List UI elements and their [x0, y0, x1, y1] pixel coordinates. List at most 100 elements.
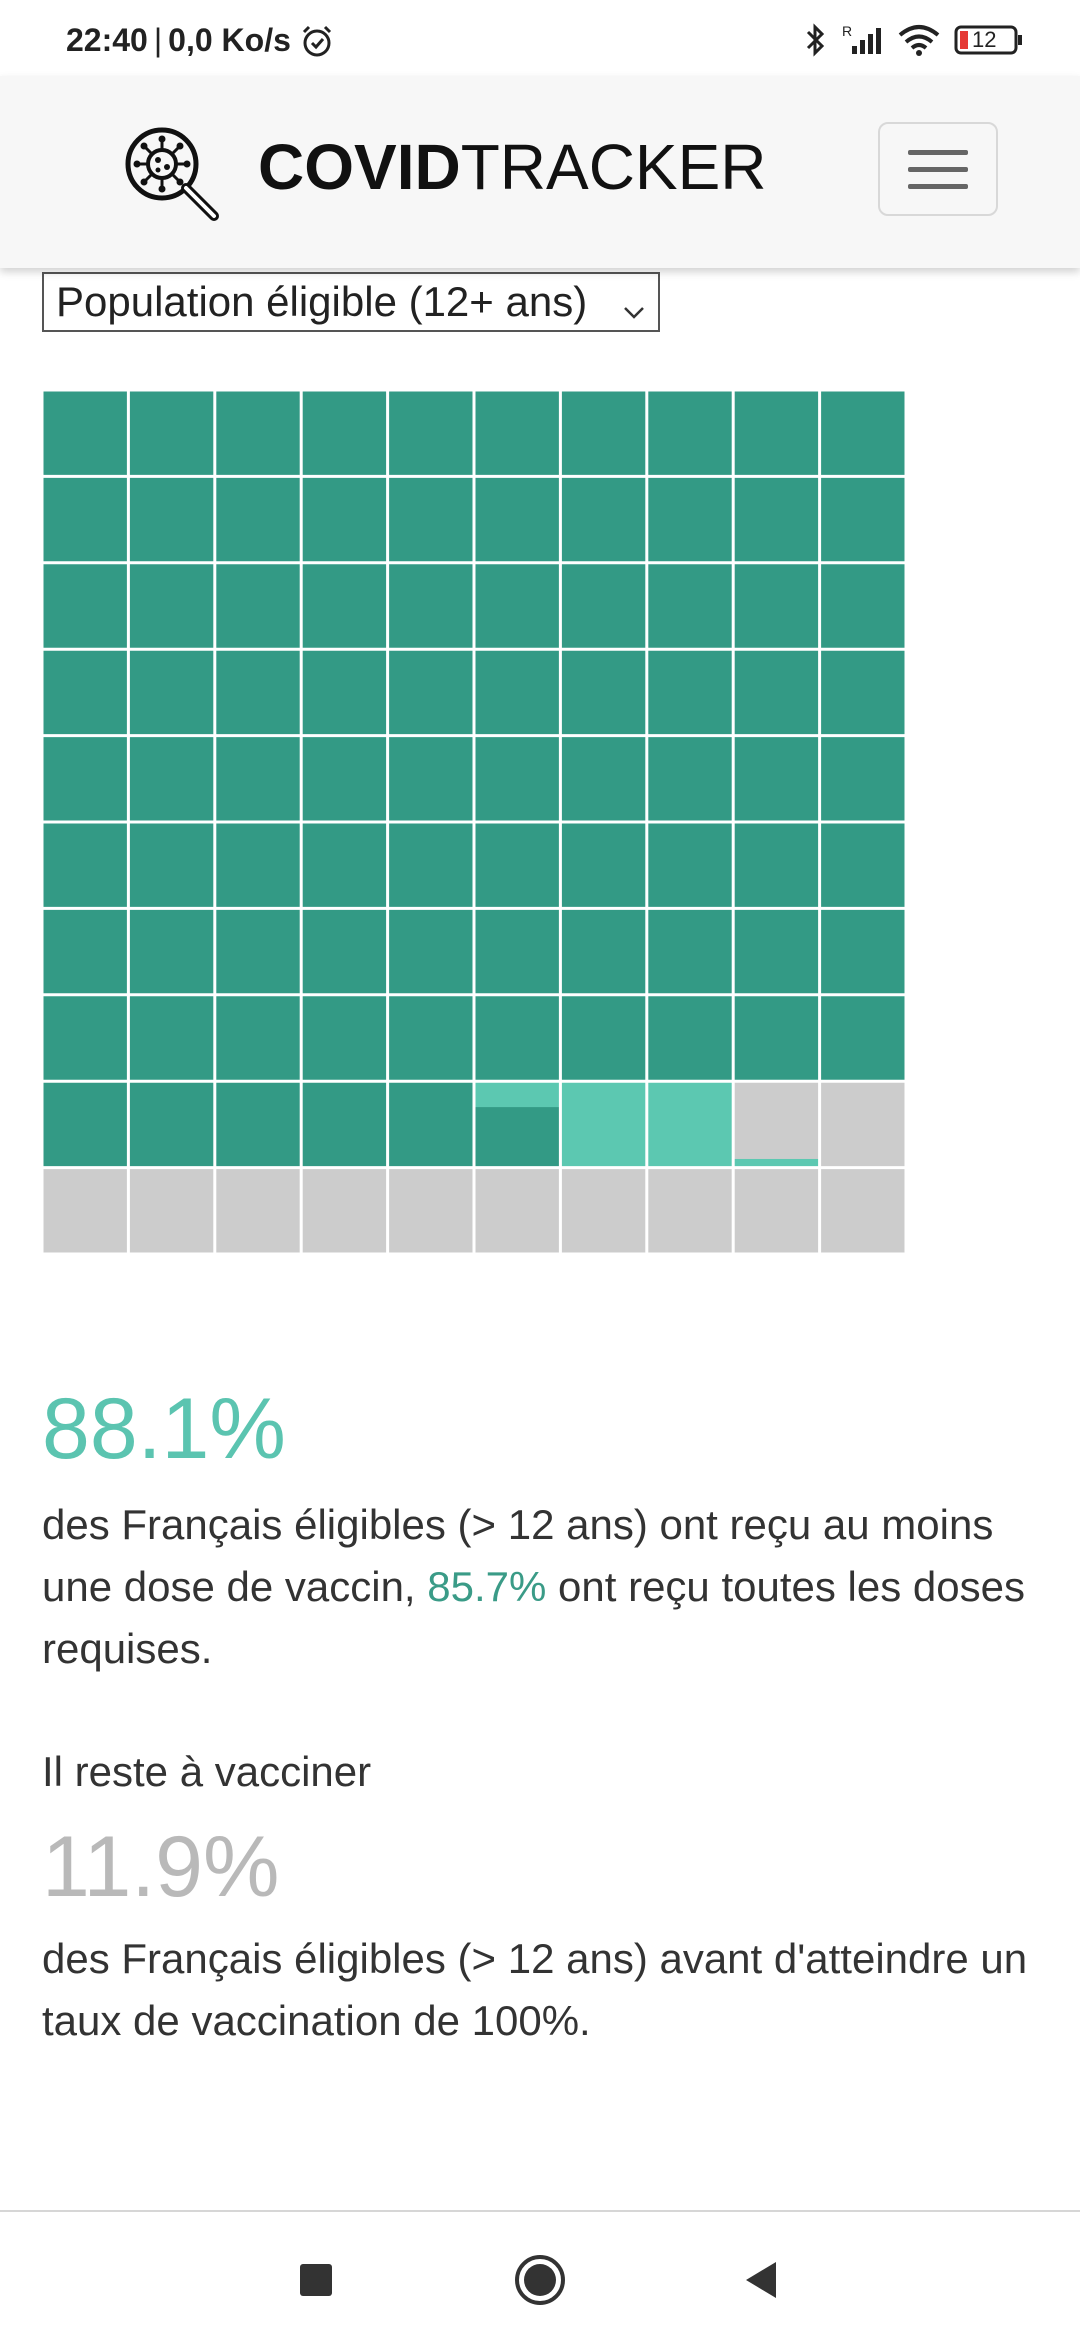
bluetooth-icon	[804, 22, 828, 58]
population-select[interactable]: Population éligible (12+ ans)	[42, 272, 660, 332]
waffle-cell-full	[733, 476, 820, 563]
back-triangle-icon[interactable]	[734, 2252, 790, 2308]
waffle-cell-full	[42, 562, 129, 650]
virus-magnifier-icon[interactable]	[118, 120, 222, 224]
waffle-cell-full	[214, 1081, 302, 1168]
first-dose-text-before: des Français éligibles (> 12 ans) ont re…	[42, 1501, 994, 1610]
alarm-icon	[299, 23, 335, 59]
waffle-cell-full	[128, 735, 215, 822]
waffle-cell-full	[387, 649, 474, 736]
waffle-cell-full	[301, 562, 388, 650]
waffle-cell-full	[646, 822, 734, 909]
waffle-cell-full	[474, 649, 561, 736]
waffle-cell-full	[819, 908, 906, 995]
waffle-cell-full	[646, 735, 734, 822]
waffle-cell-full	[819, 735, 906, 822]
waffle-cell-full	[214, 822, 302, 909]
menu-bar	[908, 183, 968, 189]
waffle-cell-full	[387, 994, 474, 1082]
waffle-cell-full	[560, 822, 647, 909]
waffle-cell-full	[560, 994, 647, 1082]
waffle-cell-full	[42, 735, 129, 822]
waffle-cell	[301, 1167, 388, 1254]
waffle-cell-full	[646, 476, 734, 563]
waffle-cell-full	[42, 649, 129, 736]
remaining-label: Il reste à vacciner	[42, 1748, 372, 1795]
status-network-speed: 0,0 Ko/s	[168, 22, 291, 58]
waffle-cell-full	[560, 735, 647, 822]
waffle-cell-full	[474, 562, 561, 650]
waffle-cell-full	[301, 994, 388, 1082]
full-dose-percentage: 85.7%	[427, 1563, 547, 1610]
waffle-chart	[40, 388, 908, 1256]
waffle-cell-full	[128, 649, 215, 736]
chevron-down-icon	[620, 288, 648, 336]
waffle-cell-full	[646, 649, 734, 736]
waffle-cell-full	[42, 1081, 129, 1168]
waffle-cell-full	[42, 908, 129, 995]
system-nav-bar	[0, 2212, 1080, 2340]
brand-title[interactable]: COVIDTRACKER	[258, 130, 767, 204]
waffle-cell	[128, 1167, 215, 1254]
waffle-cell-full	[474, 735, 561, 822]
waffle-cell-full	[214, 562, 302, 650]
waffle-cell-full	[42, 390, 129, 477]
waffle-cell-full	[214, 476, 302, 563]
remaining-percentage: 11.9%	[42, 1819, 280, 1915]
first-dose-percentage: 88.1%	[42, 1381, 286, 1477]
hamburger-menu-icon[interactable]	[878, 122, 998, 216]
battery-level: 12	[972, 27, 997, 52]
waffle-cell-full	[474, 908, 561, 995]
waffle-cell-full	[819, 390, 906, 477]
waffle-cell-full	[42, 994, 129, 1082]
waffle-chart-svg	[40, 388, 908, 1256]
waffle-cell-full	[733, 390, 820, 477]
waffle-cell-full	[301, 1081, 388, 1168]
recents-square-icon[interactable]	[288, 2252, 344, 2308]
nav-divider	[0, 2210, 1080, 2212]
app-header: COVIDTRACKER	[0, 76, 1080, 268]
waffle-cell-full	[387, 562, 474, 650]
waffle-cell-full	[301, 735, 388, 822]
waffle-cell-full	[128, 476, 215, 563]
waffle-cell-full	[819, 649, 906, 736]
brand-light: TRACKER	[460, 131, 767, 203]
waffle-cell-full	[301, 649, 388, 736]
waffle-cell-full	[733, 822, 820, 909]
waffle-cell-full	[474, 476, 561, 563]
menu-bar	[908, 149, 968, 155]
waffle-cell-full	[387, 822, 474, 909]
waffle-cell-full	[128, 822, 215, 909]
first-dose-description: des Français éligibles (> 12 ans) ont re…	[42, 1494, 1042, 1680]
status-time: 22:40	[66, 22, 148, 58]
remaining-description: des Français éligibles (> 12 ans) avant …	[42, 1935, 1028, 2044]
waffle-cell-full	[646, 908, 734, 995]
status-separator: |	[153, 22, 163, 58]
waffle-cell-full	[387, 476, 474, 563]
waffle-cell-full	[128, 994, 215, 1082]
waffle-cell	[387, 1167, 474, 1254]
waffle-cell-full	[819, 562, 906, 650]
waffle-cell-full	[128, 1081, 215, 1168]
waffle-cell-full	[128, 390, 215, 477]
waffle-cell	[733, 1167, 820, 1254]
menu-bar	[908, 166, 968, 172]
waffle-cell	[560, 1167, 647, 1254]
home-circle-icon[interactable]	[512, 2252, 568, 2308]
waffle-cell-full	[301, 390, 388, 477]
waffle-cell-full	[733, 649, 820, 736]
waffle-cell-full	[387, 735, 474, 822]
waffle-cell-full	[560, 908, 647, 995]
waffle-cell-full	[733, 735, 820, 822]
waffle-cell-full	[819, 994, 906, 1082]
brand-bold: COVID	[258, 131, 461, 203]
waffle-cell-partial	[560, 1081, 647, 1168]
waffle-cell	[646, 1167, 734, 1254]
wifi-icon	[898, 23, 940, 57]
waffle-cell-full	[474, 390, 561, 477]
waffle-cell-full	[646, 390, 734, 477]
waffle-cell	[42, 1167, 129, 1254]
waffle-cell-full	[387, 908, 474, 995]
waffle-cell	[214, 1167, 302, 1254]
waffle-cell-full	[646, 994, 734, 1082]
